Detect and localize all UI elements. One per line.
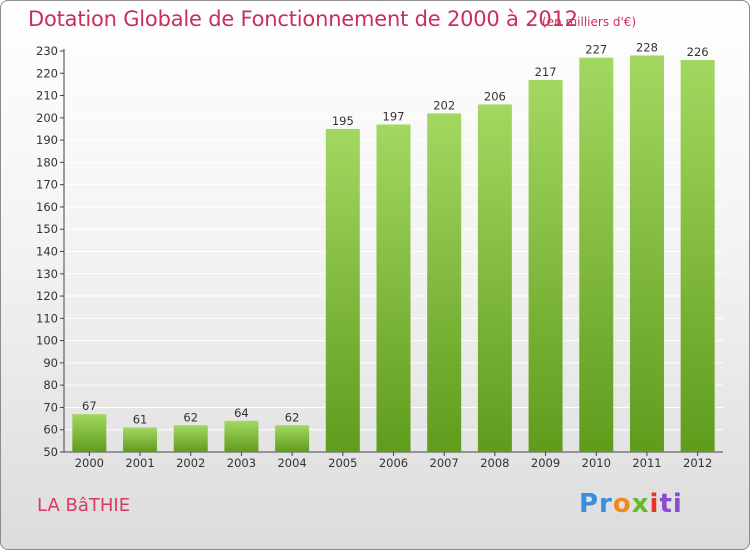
value-labels: 67 61 62 64 62 195 197 202 206 217 227 228 226 [82,40,709,426]
bar-value-label: 67 [82,399,97,413]
logo-part: ti [659,489,683,519]
y-tick-label: 200 [36,111,58,125]
bar[interactable] [72,414,107,452]
bar[interactable] [477,104,512,452]
bar-value-label: 227 [585,43,607,57]
logo-part: o [612,489,632,519]
bar[interactable] [427,113,462,452]
y-tick-label: 50 [43,445,58,459]
y-tick-label: 110 [36,311,58,325]
y-tick-label: 100 [36,334,58,348]
proxiti-logo[interactable]: Proxiti [579,489,683,519]
bar[interactable] [376,124,411,453]
y-tick-label: 180 [36,155,58,169]
y-tick-label: 210 [36,89,58,103]
x-tick-label: 2010 [582,456,611,470]
chart-title: Dotation Globale de Fonctionnement de 20… [28,7,578,31]
x-tick-label: 2005 [328,456,357,470]
chart-unit: (en milliers d'€) [542,15,637,29]
x-tick-label: 2008 [480,456,509,470]
bar[interactable] [528,79,563,452]
bar[interactable] [123,427,158,452]
x-tick-label: 2011 [632,456,661,470]
logo-part: x [631,489,650,519]
bar[interactable] [173,425,208,452]
bar[interactable] [629,55,664,452]
x-tick-label: 2009 [531,456,560,470]
bar-value-label: 197 [383,110,405,124]
bar-value-label: 61 [133,412,148,426]
x-tick-label: 2002 [176,456,205,470]
bars [72,55,715,453]
x-tick-label: 2003 [227,456,256,470]
bar[interactable] [224,420,259,452]
y-tick-label: 230 [36,44,58,58]
bar-value-label: 195 [332,114,354,128]
bar[interactable] [680,59,715,453]
x-tick-label: 2000 [75,456,104,470]
bar-value-label: 206 [484,89,506,103]
bar-value-label: 62 [285,410,300,424]
x-tick-label: 2001 [125,456,154,470]
x-tick-label: 2007 [430,456,459,470]
x-tick-label: 2004 [277,456,306,470]
y-tick-label: 130 [36,267,58,281]
bar-value-label: 64 [234,406,249,420]
bar-value-label: 228 [636,40,658,54]
y-tick-label: 90 [43,356,58,370]
bar-value-label: 202 [433,98,455,112]
y-tick-label: 170 [36,178,58,192]
bar-value-label: 226 [687,45,709,59]
bar-value-label: 217 [535,65,557,79]
y-tick-label: 80 [43,378,58,392]
y-tick-label: 160 [36,200,58,214]
bar[interactable] [579,57,614,452]
y-tick-label: 190 [36,133,58,147]
y-tick-label: 70 [43,400,58,414]
y-tick-label: 220 [36,66,58,80]
x-tick-label: 2012 [683,456,712,470]
y-tick-label: 150 [36,222,58,236]
bar[interactable] [325,128,360,452]
town-name: LA BâTHIE [37,495,131,516]
logo-part: i [649,489,660,519]
bar[interactable] [275,425,310,452]
y-tick-label: 140 [36,245,58,259]
y-tick-label: 120 [36,289,58,303]
x-tick-label: 2006 [379,456,408,470]
logo-part: Pr [579,489,613,519]
bar-value-label: 62 [183,410,198,424]
y-tick-label: 60 [43,423,58,437]
